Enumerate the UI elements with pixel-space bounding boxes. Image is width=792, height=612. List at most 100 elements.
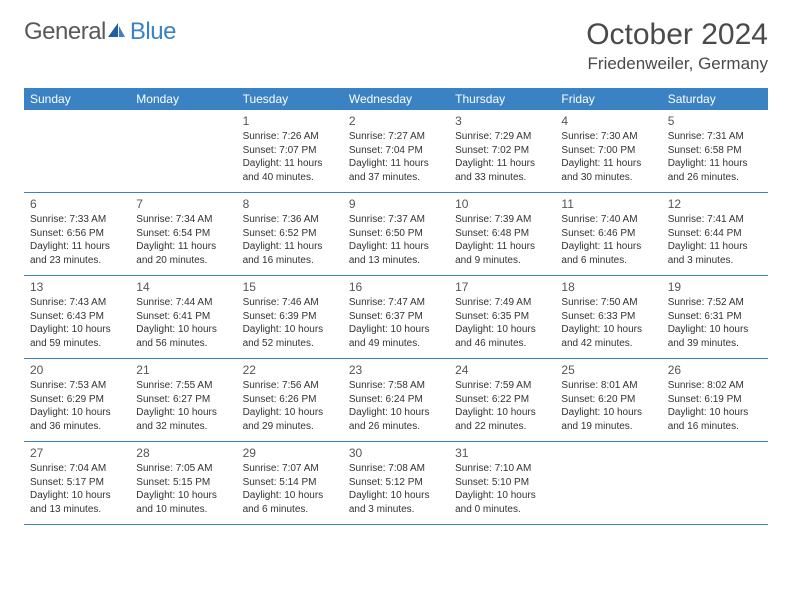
day-number: 4	[561, 113, 655, 129]
day-number: 14	[136, 279, 230, 295]
daylight-line: Daylight: 10 hours and 13 minutes.	[30, 489, 124, 516]
week-row: 27Sunrise: 7:04 AMSunset: 5:17 PMDayligh…	[24, 442, 768, 525]
sunrise-line: Sunrise: 7:39 AM	[455, 213, 549, 227]
sunset-line: Sunset: 5:17 PM	[30, 476, 124, 490]
sunset-line: Sunset: 6:50 PM	[349, 227, 443, 241]
sunset-line: Sunset: 6:31 PM	[668, 310, 762, 324]
sunrise-line: Sunrise: 7:40 AM	[561, 213, 655, 227]
sunrise-line: Sunrise: 7:41 AM	[668, 213, 762, 227]
sunrise-line: Sunrise: 8:01 AM	[561, 379, 655, 393]
day-number: 24	[455, 362, 549, 378]
day-cell: 18Sunrise: 7:50 AMSunset: 6:33 PMDayligh…	[555, 276, 661, 358]
sunrise-line: Sunrise: 7:31 AM	[668, 130, 762, 144]
day-cell: 28Sunrise: 7:05 AMSunset: 5:15 PMDayligh…	[130, 442, 236, 524]
sunset-line: Sunset: 6:26 PM	[243, 393, 337, 407]
week-row: 6Sunrise: 7:33 AMSunset: 6:56 PMDaylight…	[24, 193, 768, 276]
day-number: 13	[30, 279, 124, 295]
day-cell: 15Sunrise: 7:46 AMSunset: 6:39 PMDayligh…	[237, 276, 343, 358]
weekday-header-cell: Friday	[555, 88, 661, 110]
header: General Blue October 2024 Friedenweiler,…	[24, 18, 768, 74]
sunset-line: Sunset: 7:07 PM	[243, 144, 337, 158]
day-cell: 8Sunrise: 7:36 AMSunset: 6:52 PMDaylight…	[237, 193, 343, 275]
sunrise-line: Sunrise: 7:53 AM	[30, 379, 124, 393]
day-cell: 24Sunrise: 7:59 AMSunset: 6:22 PMDayligh…	[449, 359, 555, 441]
sunset-line: Sunset: 5:12 PM	[349, 476, 443, 490]
daylight-line: Daylight: 10 hours and 39 minutes.	[668, 323, 762, 350]
sunrise-line: Sunrise: 7:55 AM	[136, 379, 230, 393]
day-cell: 31Sunrise: 7:10 AMSunset: 5:10 PMDayligh…	[449, 442, 555, 524]
day-number: 21	[136, 362, 230, 378]
sunset-line: Sunset: 5:14 PM	[243, 476, 337, 490]
day-number: 26	[668, 362, 762, 378]
day-cell: 13Sunrise: 7:43 AMSunset: 6:43 PMDayligh…	[24, 276, 130, 358]
sunset-line: Sunset: 6:39 PM	[243, 310, 337, 324]
day-cell: 7Sunrise: 7:34 AMSunset: 6:54 PMDaylight…	[130, 193, 236, 275]
sunrise-line: Sunrise: 7:36 AM	[243, 213, 337, 227]
sunrise-line: Sunrise: 7:43 AM	[30, 296, 124, 310]
calendar-page: General Blue October 2024 Friedenweiler,…	[0, 0, 792, 543]
daylight-line: Daylight: 10 hours and 49 minutes.	[349, 323, 443, 350]
sunrise-line: Sunrise: 7:37 AM	[349, 213, 443, 227]
daylight-line: Daylight: 11 hours and 33 minutes.	[455, 157, 549, 184]
day-cell: 19Sunrise: 7:52 AMSunset: 6:31 PMDayligh…	[662, 276, 768, 358]
day-cell: 6Sunrise: 7:33 AMSunset: 6:56 PMDaylight…	[24, 193, 130, 275]
sunrise-line: Sunrise: 7:59 AM	[455, 379, 549, 393]
sunset-line: Sunset: 6:22 PM	[455, 393, 549, 407]
day-cell: 29Sunrise: 7:07 AMSunset: 5:14 PMDayligh…	[237, 442, 343, 524]
sunrise-line: Sunrise: 7:33 AM	[30, 213, 124, 227]
sunset-line: Sunset: 6:27 PM	[136, 393, 230, 407]
weekday-header-row: SundayMondayTuesdayWednesdayThursdayFrid…	[24, 88, 768, 110]
day-number: 28	[136, 445, 230, 461]
daylight-line: Daylight: 10 hours and 16 minutes.	[668, 406, 762, 433]
day-cell	[662, 442, 768, 524]
sunset-line: Sunset: 6:58 PM	[668, 144, 762, 158]
sunset-line: Sunset: 7:04 PM	[349, 144, 443, 158]
daylight-line: Daylight: 11 hours and 30 minutes.	[561, 157, 655, 184]
day-number: 1	[243, 113, 337, 129]
weekday-header-cell: Tuesday	[237, 88, 343, 110]
day-number: 9	[349, 196, 443, 212]
sunset-line: Sunset: 6:33 PM	[561, 310, 655, 324]
daylight-line: Daylight: 10 hours and 32 minutes.	[136, 406, 230, 433]
day-cell: 14Sunrise: 7:44 AMSunset: 6:41 PMDayligh…	[130, 276, 236, 358]
sunrise-line: Sunrise: 7:49 AM	[455, 296, 549, 310]
daylight-line: Daylight: 10 hours and 56 minutes.	[136, 323, 230, 350]
day-number: 7	[136, 196, 230, 212]
day-number: 30	[349, 445, 443, 461]
sunrise-line: Sunrise: 7:29 AM	[455, 130, 549, 144]
daylight-line: Daylight: 11 hours and 3 minutes.	[668, 240, 762, 267]
day-number: 11	[561, 196, 655, 212]
sunset-line: Sunset: 6:20 PM	[561, 393, 655, 407]
day-number: 8	[243, 196, 337, 212]
daylight-line: Daylight: 11 hours and 9 minutes.	[455, 240, 549, 267]
day-number: 3	[455, 113, 549, 129]
day-number: 2	[349, 113, 443, 129]
week-row: 13Sunrise: 7:43 AMSunset: 6:43 PMDayligh…	[24, 276, 768, 359]
day-cell	[555, 442, 661, 524]
calendar-grid: SundayMondayTuesdayWednesdayThursdayFrid…	[24, 88, 768, 525]
month-title: October 2024	[586, 18, 768, 52]
weekday-header-cell: Monday	[130, 88, 236, 110]
sunrise-line: Sunrise: 7:47 AM	[349, 296, 443, 310]
day-cell: 27Sunrise: 7:04 AMSunset: 5:17 PMDayligh…	[24, 442, 130, 524]
day-cell: 4Sunrise: 7:30 AMSunset: 7:00 PMDaylight…	[555, 110, 661, 192]
sunset-line: Sunset: 6:52 PM	[243, 227, 337, 241]
day-number: 15	[243, 279, 337, 295]
day-cell: 10Sunrise: 7:39 AMSunset: 6:48 PMDayligh…	[449, 193, 555, 275]
sunrise-line: Sunrise: 7:56 AM	[243, 379, 337, 393]
sunset-line: Sunset: 6:19 PM	[668, 393, 762, 407]
day-cell: 20Sunrise: 7:53 AMSunset: 6:29 PMDayligh…	[24, 359, 130, 441]
sunrise-line: Sunrise: 7:34 AM	[136, 213, 230, 227]
title-block: October 2024 Friedenweiler, Germany	[586, 18, 768, 74]
day-cell: 3Sunrise: 7:29 AMSunset: 7:02 PMDaylight…	[449, 110, 555, 192]
day-cell: 1Sunrise: 7:26 AMSunset: 7:07 PMDaylight…	[237, 110, 343, 192]
daylight-line: Daylight: 10 hours and 36 minutes.	[30, 406, 124, 433]
sunrise-line: Sunrise: 7:46 AM	[243, 296, 337, 310]
sunset-line: Sunset: 6:48 PM	[455, 227, 549, 241]
sunset-line: Sunset: 7:00 PM	[561, 144, 655, 158]
day-number: 29	[243, 445, 337, 461]
sunset-line: Sunset: 6:29 PM	[30, 393, 124, 407]
sunset-line: Sunset: 6:24 PM	[349, 393, 443, 407]
day-cell: 21Sunrise: 7:55 AMSunset: 6:27 PMDayligh…	[130, 359, 236, 441]
sunrise-line: Sunrise: 7:10 AM	[455, 462, 549, 476]
